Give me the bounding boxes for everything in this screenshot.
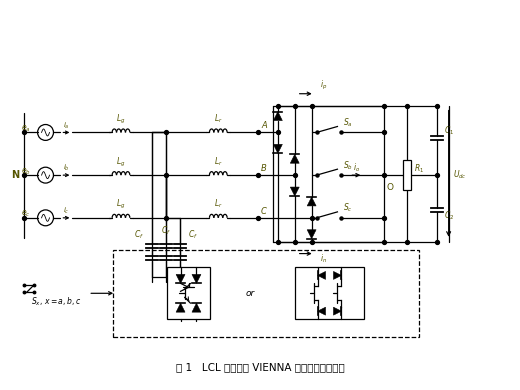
Text: $i_c$: $i_c$	[63, 206, 70, 216]
Polygon shape	[333, 307, 342, 315]
Text: $S_c$: $S_c$	[343, 202, 353, 215]
Polygon shape	[318, 307, 326, 315]
Polygon shape	[274, 112, 282, 121]
Text: 图 1   LCL 滤波器的 VIENNA 整流器拓扑结构图: 图 1 LCL 滤波器的 VIENNA 整流器拓扑结构图	[176, 362, 344, 372]
Text: $i_n$: $i_n$	[320, 252, 327, 265]
Text: A: A	[261, 121, 267, 131]
Text: $L_g$: $L_g$	[116, 198, 126, 211]
FancyBboxPatch shape	[295, 268, 364, 319]
Text: O: O	[386, 183, 393, 191]
Text: $S_x$, $x=a, b, c$: $S_x$, $x=a, b, c$	[31, 295, 82, 308]
Text: $e_a$: $e_a$	[21, 124, 31, 134]
FancyBboxPatch shape	[167, 268, 211, 319]
Text: $S_b$: $S_b$	[343, 159, 354, 172]
Polygon shape	[307, 230, 316, 239]
Polygon shape	[176, 303, 185, 312]
FancyBboxPatch shape	[403, 160, 411, 190]
Text: $L_r$: $L_r$	[214, 155, 223, 168]
Text: C: C	[261, 207, 267, 216]
Polygon shape	[333, 271, 342, 279]
Text: $L_r$: $L_r$	[214, 113, 223, 125]
Text: $L_r$: $L_r$	[214, 198, 223, 211]
Polygon shape	[274, 144, 282, 153]
Polygon shape	[307, 197, 316, 206]
Text: $i_o$: $i_o$	[353, 161, 360, 174]
Text: $C_f$: $C_f$	[188, 229, 198, 241]
Text: $R_1$: $R_1$	[414, 162, 424, 175]
Text: $C_f$: $C_f$	[161, 225, 171, 237]
Polygon shape	[318, 271, 326, 279]
Text: $C_2$: $C_2$	[444, 209, 454, 222]
Text: $e_c$: $e_c$	[21, 209, 31, 219]
Text: N: N	[11, 170, 20, 180]
Text: $C_1$: $C_1$	[444, 124, 454, 137]
Polygon shape	[176, 275, 185, 284]
Polygon shape	[290, 187, 299, 196]
Polygon shape	[290, 154, 299, 163]
Text: $L_g$: $L_g$	[116, 156, 126, 169]
Text: $i_p$: $i_p$	[320, 79, 327, 92]
Text: $S_a$: $S_a$	[343, 117, 353, 129]
FancyBboxPatch shape	[113, 250, 419, 337]
Text: $U_{dc}$: $U_{dc}$	[452, 169, 466, 181]
Polygon shape	[192, 275, 201, 284]
Text: B: B	[261, 164, 267, 173]
Text: $L_g$: $L_g$	[116, 113, 126, 126]
Polygon shape	[192, 303, 201, 312]
Text: $i_b$: $i_b$	[63, 163, 70, 174]
Text: $e_b$: $e_b$	[21, 166, 31, 177]
Text: or: or	[245, 289, 255, 298]
Text: $C_f$: $C_f$	[134, 229, 144, 241]
Text: $i_a$: $i_a$	[63, 121, 70, 131]
